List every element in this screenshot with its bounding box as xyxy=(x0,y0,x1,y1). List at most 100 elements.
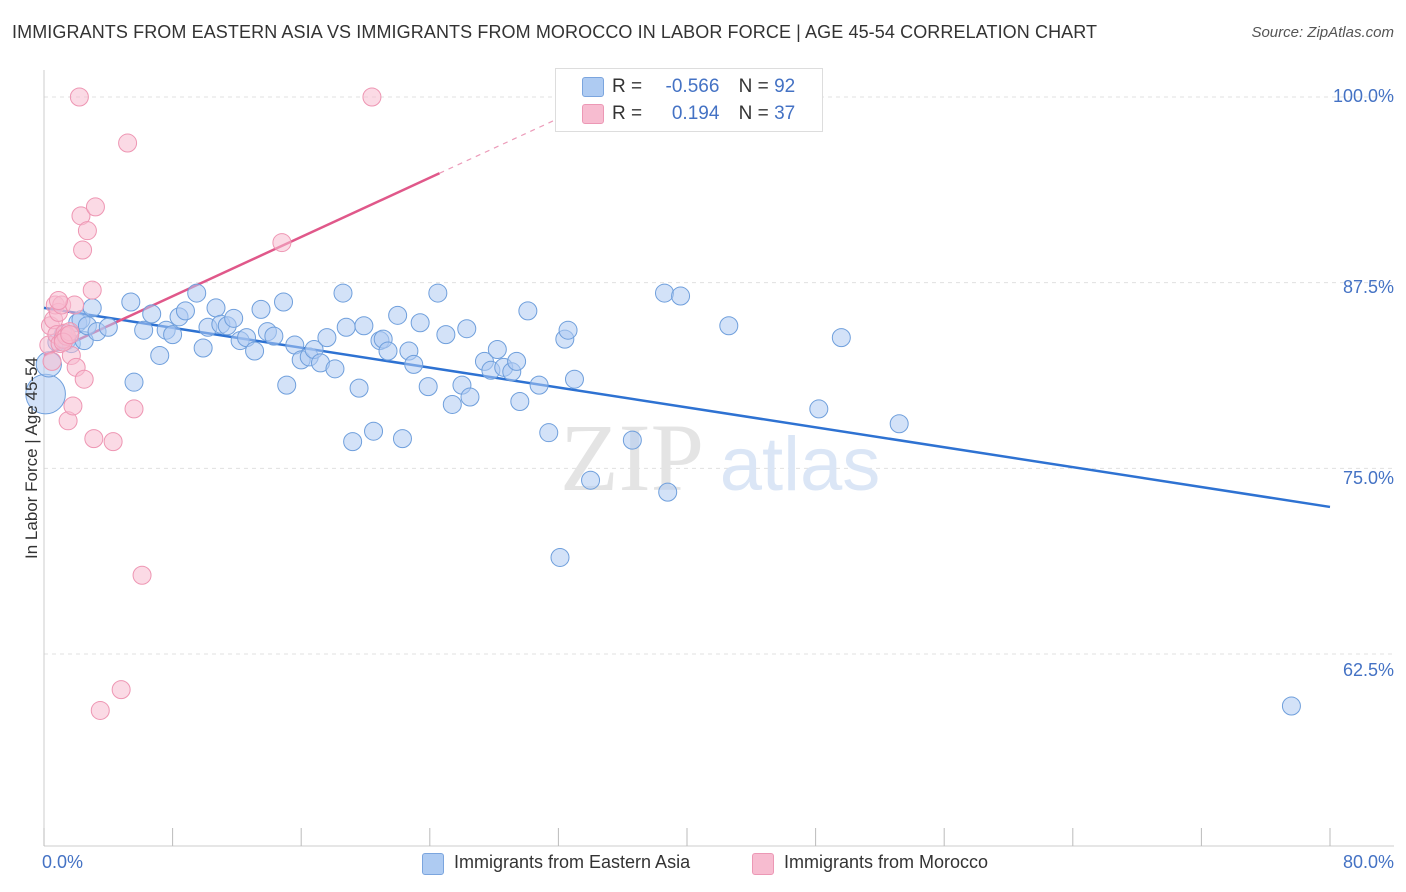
point-eastern-asia xyxy=(134,320,154,340)
point-morocco xyxy=(73,240,93,260)
point-eastern-asia xyxy=(349,378,369,398)
legend-swatch-blue xyxy=(582,77,604,97)
point-eastern-asia xyxy=(460,387,480,407)
legend-r-value-blue: -0.566 xyxy=(665,76,720,97)
watermark-zip: ZIP xyxy=(560,404,704,511)
point-eastern-asia xyxy=(277,375,297,395)
legend-r-label: R = xyxy=(612,76,643,97)
point-eastern-asia xyxy=(317,328,337,348)
point-morocco xyxy=(82,280,102,300)
legend-marker-pink xyxy=(752,853,774,875)
point-eastern-asia xyxy=(1281,696,1301,716)
y-tick-75: 75.0% xyxy=(1342,468,1394,488)
point-morocco xyxy=(63,396,83,416)
point-morocco xyxy=(84,429,104,449)
watermark-atlas: atlas xyxy=(720,422,881,507)
point-eastern-asia xyxy=(457,319,477,339)
point-morocco xyxy=(103,432,123,452)
point-eastern-asia xyxy=(121,292,141,312)
point-eastern-asia xyxy=(507,351,527,371)
point-morocco xyxy=(60,325,80,345)
point-eastern-asia xyxy=(581,470,601,490)
point-eastern-asia xyxy=(224,308,244,328)
legend-r-value-pink: 0.194 xyxy=(671,103,720,124)
point-eastern-asia xyxy=(418,377,438,397)
y-tick-87-5: 87.5% xyxy=(1342,277,1394,297)
point-eastern-asia xyxy=(354,316,374,336)
y-tick-62-5: 62.5% xyxy=(1342,660,1394,680)
point-eastern-asia xyxy=(539,423,559,443)
point-morocco xyxy=(77,221,97,241)
y-axis-label: In Labor Force | Age 45-54 xyxy=(22,357,41,559)
legend-label-morocco: Immigrants from Morocco xyxy=(784,852,989,872)
y-tick-100: 100.0% xyxy=(1332,86,1394,106)
point-eastern-asia xyxy=(518,301,538,321)
x-tick-min: 0.0% xyxy=(42,852,84,872)
point-eastern-asia xyxy=(124,372,144,392)
point-eastern-asia xyxy=(809,399,829,419)
point-eastern-asia xyxy=(264,326,284,346)
axes xyxy=(43,70,1394,847)
point-eastern-asia xyxy=(142,304,162,324)
point-eastern-asia xyxy=(333,283,353,303)
point-morocco xyxy=(272,233,292,253)
point-morocco xyxy=(85,197,105,217)
point-eastern-asia xyxy=(378,341,398,361)
legend-label-eastern-asia: Immigrants from Eastern Asia xyxy=(454,852,691,872)
chart-title: IMMIGRANTS FROM EASTERN ASIA VS IMMIGRAN… xyxy=(12,22,1098,42)
point-eastern-asia xyxy=(658,482,678,502)
point-eastern-asia xyxy=(392,429,412,449)
point-eastern-asia xyxy=(274,292,294,312)
legend-n-value-pink: 37 xyxy=(774,103,796,124)
point-eastern-asia xyxy=(564,369,584,389)
point-morocco xyxy=(362,87,382,107)
point-eastern-asia xyxy=(529,375,549,395)
point-eastern-asia xyxy=(889,414,909,434)
point-eastern-asia xyxy=(654,283,674,303)
point-eastern-asia xyxy=(442,394,462,414)
point-eastern-asia xyxy=(163,325,183,345)
point-morocco xyxy=(90,700,110,720)
point-eastern-asia xyxy=(622,430,642,450)
point-eastern-asia xyxy=(150,345,170,365)
point-eastern-asia xyxy=(558,320,578,340)
point-eastern-asia xyxy=(719,316,739,336)
legend-marker-blue xyxy=(422,853,444,875)
legend-n-label: N = xyxy=(738,103,769,124)
x-tick-max: 80.0% xyxy=(1342,852,1394,872)
point-eastern-asia xyxy=(245,341,265,361)
point-eastern-asia xyxy=(325,359,345,379)
legend-n-value-blue: 92 xyxy=(774,76,796,97)
point-eastern-asia xyxy=(487,340,507,360)
stats-legend: R = -0.566 N = 92 R = 0.194 N = 37 xyxy=(555,68,823,132)
point-eastern-asia xyxy=(193,338,213,358)
point-eastern-asia xyxy=(343,432,363,452)
point-eastern-asia xyxy=(410,313,430,333)
legend-swatch-pink xyxy=(582,104,604,124)
data-points xyxy=(25,87,1301,720)
point-morocco xyxy=(74,369,94,389)
point-morocco xyxy=(48,290,68,310)
point-eastern-asia xyxy=(388,305,408,325)
point-eastern-asia xyxy=(251,299,271,319)
point-morocco xyxy=(42,351,62,371)
point-morocco xyxy=(65,295,85,315)
source-credit: Source: ZipAtlas.com xyxy=(1251,24,1394,41)
point-morocco xyxy=(124,399,144,419)
point-eastern-asia xyxy=(428,283,448,303)
point-morocco xyxy=(69,87,89,107)
point-eastern-asia xyxy=(364,421,384,441)
point-eastern-asia xyxy=(831,328,851,348)
point-eastern-asia xyxy=(82,298,102,318)
trend-line-eastern-asia xyxy=(43,306,1331,509)
point-eastern-asia xyxy=(98,317,118,337)
gridlines xyxy=(44,96,1394,655)
point-eastern-asia xyxy=(206,298,226,318)
point-morocco xyxy=(111,680,131,700)
point-morocco xyxy=(118,133,138,153)
legend-n-label: N = xyxy=(738,76,769,97)
point-morocco xyxy=(132,565,152,585)
legend-r-label: R = xyxy=(612,103,643,124)
point-eastern-asia xyxy=(550,547,570,567)
